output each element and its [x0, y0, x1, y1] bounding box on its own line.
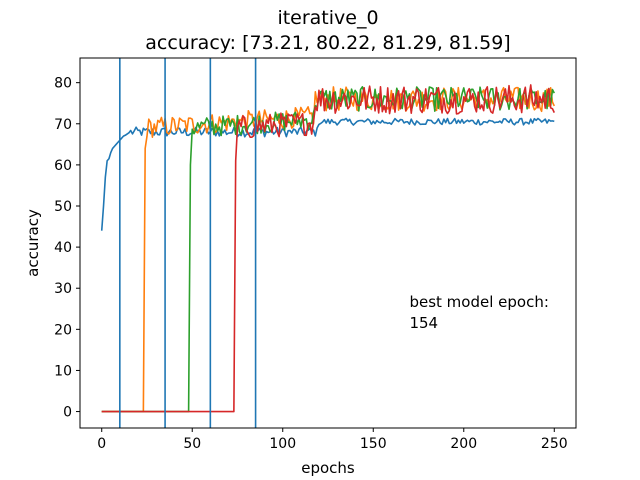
x-tick-label-0: 0 — [97, 436, 106, 452]
axes-frame — [79, 57, 577, 429]
x-tick-label-5: 250 — [541, 436, 568, 452]
y-axis-label: accuracy — [24, 209, 42, 277]
y-tick-label-8: 80 — [54, 76, 72, 92]
x-tick-label-2: 100 — [269, 436, 296, 452]
x-tick-label-1: 50 — [183, 436, 201, 452]
series-line-0 — [100, 117, 555, 231]
series-line-1 — [101, 86, 556, 413]
plot-area — [100, 58, 556, 428]
y-tick-label-1: 10 — [54, 363, 72, 379]
chart-subtitle: accuracy: [73.21, 80.22, 81.29, 81.59] — [145, 32, 510, 54]
annotation-line-2: 154 — [409, 314, 438, 332]
x-tick-label-3: 150 — [360, 436, 387, 452]
chart-title: iterative_0 — [277, 7, 378, 29]
x-tick-label-4: 200 — [450, 436, 477, 452]
series-line-3 — [101, 84, 556, 413]
axes: 0 50 100 150 200 250 0 10 20 30 40 50 60 70 80 — [54, 57, 577, 452]
y-tick-label-6: 60 — [54, 158, 72, 174]
x-axis-label: epochs — [301, 459, 355, 477]
series-line-2 — [101, 86, 555, 413]
plot-series-group — [100, 58, 556, 428]
y-tick-label-4: 40 — [54, 240, 72, 256]
y-tick-label-0: 0 — [63, 405, 72, 421]
annotation-line-1: best model epoch: — [409, 293, 548, 311]
y-tick-label-3: 30 — [54, 281, 72, 297]
y-tick-label-2: 20 — [54, 322, 72, 338]
y-tick-label-5: 50 — [54, 199, 72, 215]
y-tick-label-7: 70 — [54, 117, 72, 133]
